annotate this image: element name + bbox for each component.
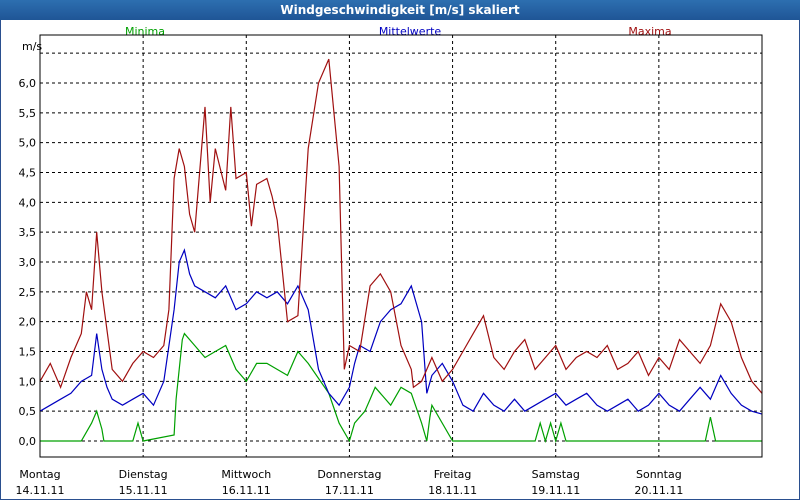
y-tick-label: 3,5 <box>19 226 37 239</box>
y-axis-label: m/s <box>22 40 42 53</box>
x-tick-day: Donnerstag <box>317 468 381 481</box>
y-tick-label: 1,0 <box>19 375 37 388</box>
y-tick-label: 4,0 <box>19 196 37 209</box>
x-tick-date: 15.11.11 <box>119 484 168 497</box>
x-tick-date: 17.11.11 <box>325 484 374 497</box>
x-tick-date: 18.11.11 <box>428 484 477 497</box>
legend-minima: Minima <box>125 25 165 38</box>
y-tick-label: 4,5 <box>19 167 37 180</box>
legend: Minima Mittelwerte Maxima <box>125 25 672 38</box>
legend-maxima: Maxima <box>628 25 671 38</box>
x-tick-day: Samstag <box>532 468 580 481</box>
y-tick-labels: 0,0 0,5 1,0 1,5 2,0 2,5 3,0 3,5 4,0 4,5 5,0 5,5 6,0 <box>19 77 37 448</box>
series-line-maxima <box>39 58 763 394</box>
y-tick-label: 5,0 <box>19 137 37 150</box>
x-tick-day: Sonntag <box>636 468 682 481</box>
y-tick-label: 0,0 <box>19 435 37 448</box>
y-tick-label: 6,0 <box>19 77 37 90</box>
series-lines <box>39 58 763 444</box>
grid <box>40 35 762 457</box>
x-tick-day: Mittwoch <box>221 468 271 481</box>
x-tick-day: Montag <box>19 468 60 481</box>
y-tick-label: 5,5 <box>19 107 37 120</box>
y-tick-label: 1,5 <box>19 346 37 359</box>
y-tick-label: 3,0 <box>19 256 37 269</box>
chart-title: Windgeschwindigkeit [m/s] skaliert <box>0 0 800 20</box>
x-tick-day: Freitag <box>434 468 472 481</box>
x-tick-labels: Montag 14.11.11 Dienstag 15.11.11 Mittwoch 16… <box>16 468 684 497</box>
y-tick-label: 0,5 <box>19 405 37 418</box>
plot-border <box>39 34 763 458</box>
series-line-minima <box>40 332 762 444</box>
x-tick-day: Dienstag <box>119 468 168 481</box>
y-tick-label: 2,5 <box>19 286 37 299</box>
x-tick-date: 19.11.11 <box>531 484 580 497</box>
x-tick-date: 14.11.11 <box>16 484 65 497</box>
y-tick-label: 2,0 <box>19 316 37 329</box>
x-tick-date: 16.11.11 <box>222 484 271 497</box>
x-tick-date: 20.11.11 <box>634 484 683 497</box>
series-line-mittelwerte <box>39 248 763 415</box>
legend-mittelwerte: Mittelwerte <box>379 25 442 38</box>
